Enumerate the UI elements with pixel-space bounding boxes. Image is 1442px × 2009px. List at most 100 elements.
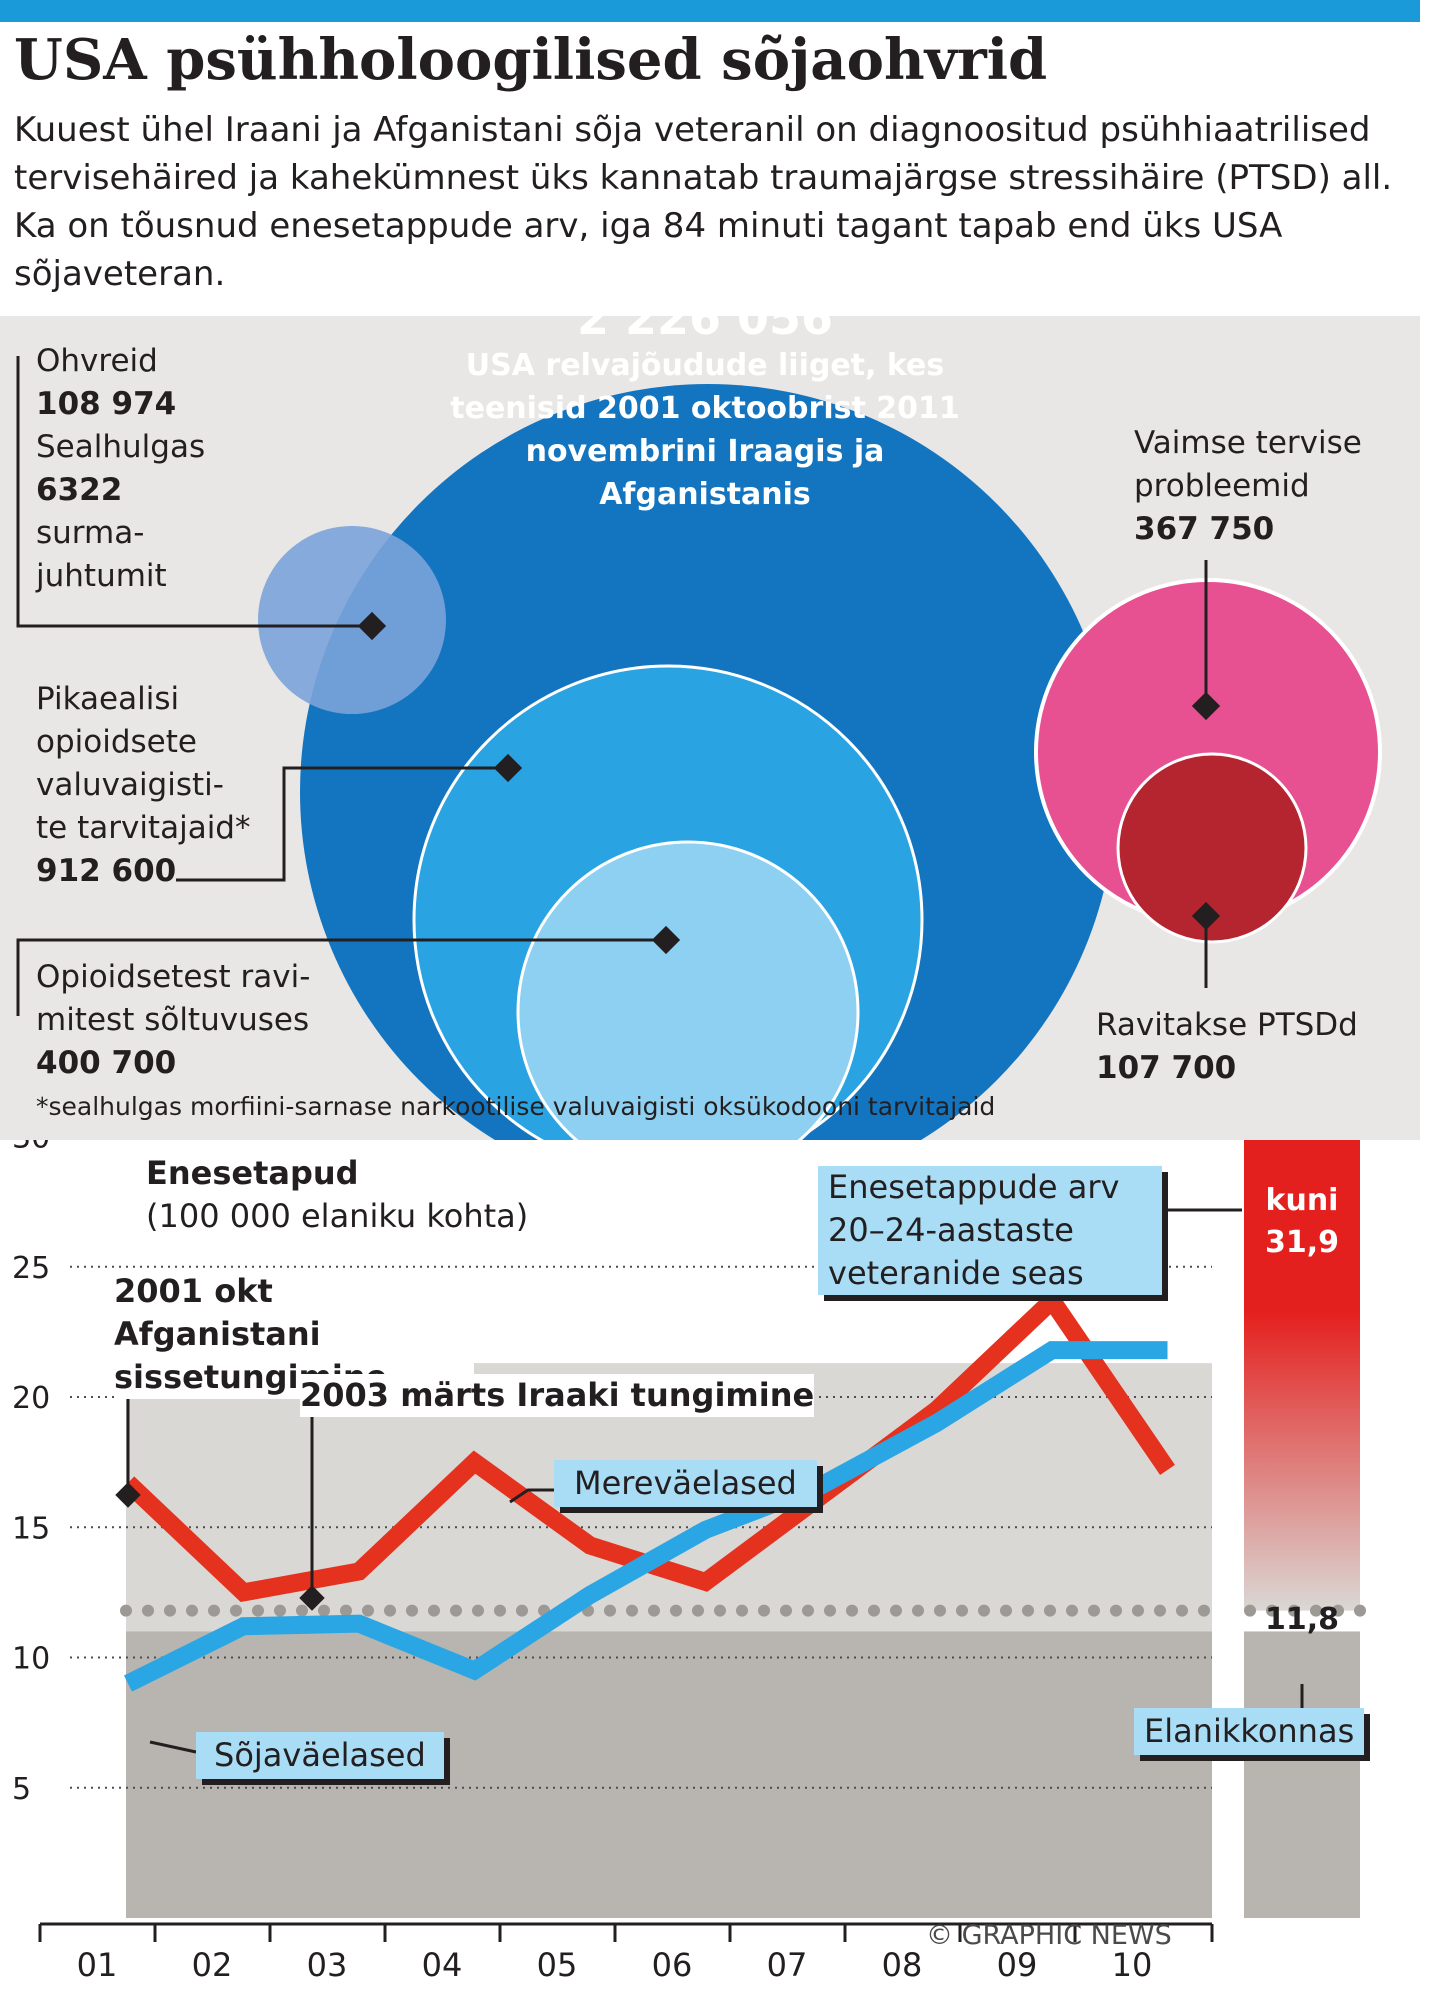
opioid-users-line-3: valuvaigisti-: [36, 767, 224, 803]
total-value: 2 226 056: [576, 291, 834, 345]
intro-text: Kuuest ühel Iraani ja Afganistani sõja v…: [14, 110, 1393, 294]
casualties-bubble: [258, 526, 446, 714]
population-dot: [648, 1604, 660, 1617]
bubble-panel: Ohvreid 108 974 Sealhulgas 6322 surma- j…: [0, 316, 1420, 1140]
mental-line-1: Vaimse tervise: [1134, 425, 1362, 461]
young-veterans-base: [1244, 1631, 1360, 1918]
y-tick-label: 15: [12, 1511, 50, 1546]
deaths-label-1: surma-: [36, 515, 145, 551]
population-dot: [1266, 1604, 1278, 1617]
series-layer: [121, 1286, 1175, 1692]
footnote: *sealhulgas morfiini-sarnase narkootilis…: [36, 1092, 996, 1121]
total-desc: USA relvajõudude liiget, kes teenisid 20…: [450, 348, 960, 512]
young-veterans-leader: [1164, 1180, 1242, 1212]
y-tick-label: 25: [12, 1251, 50, 1286]
bubble-diagram: [16, 356, 1382, 1140]
annotation-iraq: 2003 märts Iraaki tungimine: [300, 1374, 815, 1417]
ptsd-label: Ravitakse PTSDd: [1096, 1007, 1358, 1043]
x-tick-label: 08: [882, 1946, 923, 1984]
y-tick-label: 30: [12, 1140, 50, 1156]
army-leader: [149, 1740, 197, 1754]
chart-subtitle: (100 000 elaniku kohta): [146, 1197, 529, 1235]
y-tick-label: 20: [12, 1381, 50, 1416]
x-tick-label: 07: [767, 1946, 808, 1984]
mental-marker: [1191, 691, 1221, 721]
population-dot: [890, 1604, 902, 1617]
population-dot: [1000, 1604, 1012, 1617]
callout-marines: Mereväelased: [554, 1460, 817, 1507]
population-dot: [428, 1604, 440, 1617]
x-tick-label: 03: [307, 1946, 348, 1984]
deaths-value: 6322: [36, 472, 123, 508]
population-dot: [1132, 1604, 1144, 1617]
population-dot: [252, 1604, 264, 1617]
casualties-leader: [16, 356, 372, 628]
population-dot: [670, 1604, 682, 1617]
population-dot: [494, 1604, 506, 1617]
addicted-value: 400 700: [36, 1045, 177, 1081]
population-dot: [516, 1604, 528, 1617]
population-dot: [912, 1604, 924, 1617]
x-tick-label: 10: [1112, 1946, 1153, 1984]
population-dot: [384, 1604, 396, 1617]
opioid-users-line-2: opioidsete: [36, 724, 197, 760]
callout-young-veterans: Enesetappude arv 20–24-aastaste veterani…: [818, 1166, 1162, 1295]
casualties-value: 108 974: [36, 386, 177, 422]
population-dot: [318, 1604, 330, 1617]
population-dot: [406, 1604, 418, 1617]
deaths-label-2: juhtumit: [36, 558, 167, 594]
population-dot: [604, 1604, 616, 1617]
ptsd-value: 107 700: [1096, 1050, 1237, 1086]
population-dot: [626, 1604, 638, 1617]
ptsd-marker: [1191, 901, 1221, 931]
addicted-text: Opioidsetest ravi- mitest sõltuvuses 400…: [36, 956, 310, 1085]
population-dot: [846, 1604, 858, 1617]
opioid-marker: [493, 753, 523, 783]
y-tick-label: 5: [12, 1772, 31, 1807]
x-tick-label: 04: [422, 1946, 463, 1984]
ptsd-text: Ravitakse PTSDd 107 700: [1096, 1004, 1358, 1090]
population-dot: [208, 1604, 220, 1617]
population-dot: [1022, 1604, 1034, 1617]
young-veterans-bar: [1244, 1140, 1366, 1918]
population-dot: [1310, 1604, 1322, 1617]
mental-value: 367 750: [1134, 511, 1275, 547]
casualties-label: Ohvreid: [36, 343, 158, 379]
suicide-chart: 5 10 15 20 25 30 01 02 03 04 05 06 07 08 09 10: [12, 1140, 1366, 1984]
population-dot: [1154, 1604, 1166, 1617]
x-tick-label: 01: [77, 1946, 118, 1984]
chart-title-block: Enesetapud (100 000 elaniku kohta): [140, 1152, 535, 1238]
page-title: USA psühholoogilised sõjaohvrid: [14, 27, 1048, 93]
population-dot: [956, 1604, 968, 1617]
population-dot: [274, 1604, 286, 1617]
x-tick-label: 05: [537, 1946, 578, 1984]
population-dot: [868, 1604, 880, 1617]
opioid-leader: [176, 766, 508, 882]
casualties-marker: [357, 611, 387, 641]
population-dot: [1288, 1604, 1300, 1617]
population-dot: [186, 1604, 198, 1617]
top-accent-bar: [0, 0, 1420, 22]
population-dot: [1066, 1604, 1078, 1617]
population-dot: [1176, 1604, 1188, 1617]
addicted-marker: [651, 925, 681, 955]
population-dot: [802, 1604, 814, 1617]
chart-title: Enesetapud: [146, 1154, 359, 1192]
addicted-leader: [16, 938, 666, 1016]
population-dot: [978, 1604, 990, 1617]
army-line: [123, 1341, 1168, 1692]
population-dot: [1198, 1604, 1210, 1617]
population-dot: [824, 1604, 836, 1617]
population-dot: [780, 1604, 792, 1617]
casualties-incl: Sealhulgas: [36, 429, 206, 465]
casualties-text: Ohvreid 108 974 Sealhulgas 6322 surma- j…: [36, 340, 205, 598]
population-dot: [1332, 1604, 1344, 1617]
population-dot: [340, 1604, 352, 1617]
population-dot: [736, 1604, 748, 1617]
axis-layer: 5 10 15 20 25 30 01 02 03 04 05 06 07 08 09 10: [12, 1140, 1214, 1984]
population-dot: [472, 1604, 484, 1617]
y-tick-label: 10: [12, 1642, 50, 1677]
population-value-label: 11,8: [1264, 1602, 1340, 1637]
population-dot: [142, 1604, 154, 1617]
area-layer: [126, 1363, 1212, 1918]
